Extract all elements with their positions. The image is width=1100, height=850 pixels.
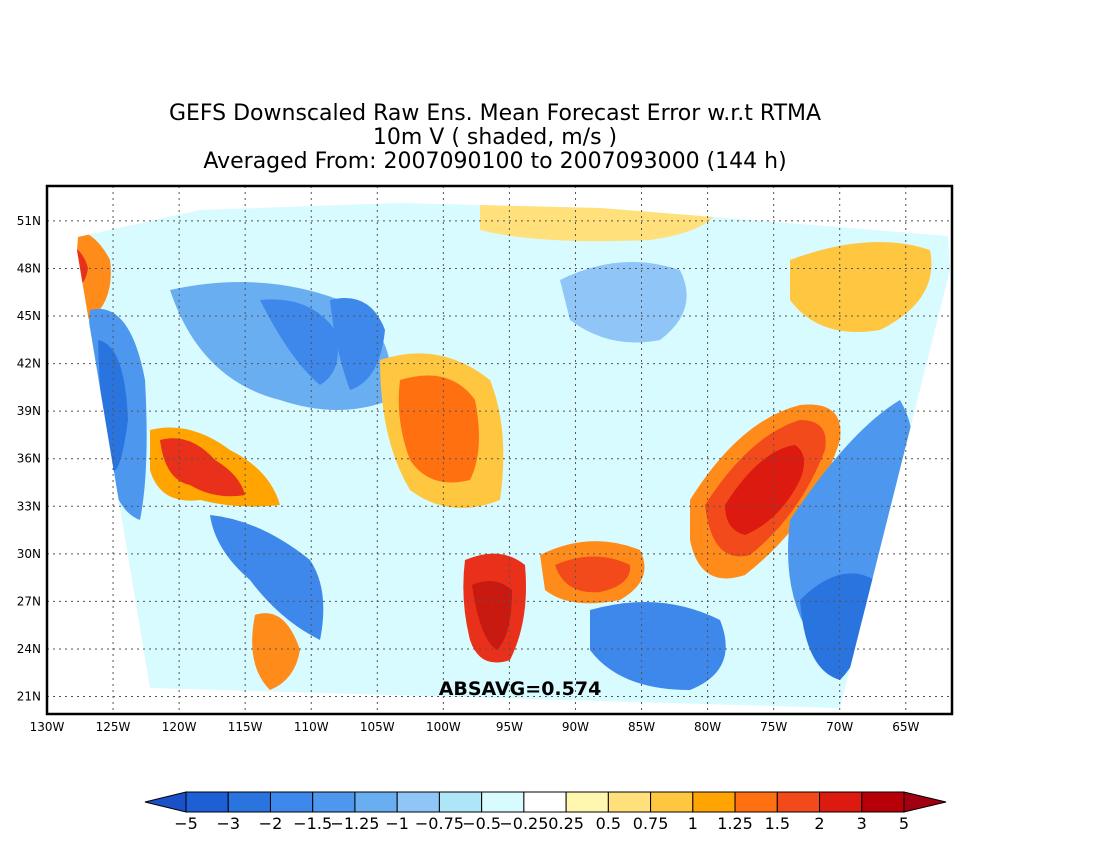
- colorbar-label: 0.75: [633, 814, 669, 833]
- colorbar-swatch: [481, 791, 525, 813]
- lon-tick-label: 80W: [694, 720, 721, 734]
- colorbar-swatch: [185, 791, 229, 813]
- lon-tick-label: 125W: [96, 720, 131, 734]
- colorbar-swatch: [819, 791, 863, 813]
- lat-tick-label: 48N: [17, 261, 41, 275]
- colorbar-label: 1.5: [765, 814, 790, 833]
- field-region-rockies-cool-deep: [330, 298, 385, 390]
- colorbar-label: 1: [688, 814, 698, 833]
- lat-tick-label: 45N: [17, 309, 41, 323]
- field-region-new-england-warm: [790, 242, 932, 332]
- lon-tick-label: 130W: [30, 720, 65, 734]
- lon-tick-label: 85W: [628, 720, 655, 734]
- lon-tick-label: 115W: [228, 720, 263, 734]
- lat-lon-grid: [47, 186, 952, 714]
- colorbar-under-arrow: [144, 791, 187, 813]
- field-region-southwest-core: [160, 438, 245, 497]
- colorbar-label: −0.5: [462, 814, 501, 833]
- longitude-labels: 130W 125W 120W 115W 110W 105W 100W 95W 90W 85W 80W…: [30, 720, 920, 734]
- lat-tick-label: 36N: [17, 452, 41, 466]
- lon-tick-label: 75W: [760, 720, 787, 734]
- lat-tick-label: 42N: [17, 357, 41, 371]
- colorbar-swatch: [227, 791, 271, 813]
- lon-tick-label: 70W: [826, 720, 853, 734]
- colorbar-swatch: [523, 791, 567, 813]
- field-region-caribbean-cool: [590, 602, 726, 690]
- map-frame: [45, 184, 954, 716]
- title-line-3: Averaged From: 2007090100 to 2007093000 …: [203, 149, 787, 174]
- field-region-east-coast-peak: [725, 445, 804, 535]
- lat-tick-label: 21N: [17, 690, 41, 704]
- lat-tick-label: 24N: [17, 642, 41, 656]
- colorbar-swatch: [312, 791, 356, 813]
- colorbar-swatch: [607, 791, 652, 813]
- field-region-canada-warm: [480, 203, 720, 242]
- latitude-labels: 51N 48N 45N 42N 39N 36N 33N 30N 27N 24N 21N: [17, 214, 41, 704]
- colorbar-over-arrow: [903, 791, 947, 813]
- absavg-annotation: ABSAVG=0.574: [439, 678, 602, 700]
- colorbar-label: −1: [385, 814, 409, 833]
- colorbar-swatch: [650, 791, 694, 813]
- colorbar-label: 0.25: [548, 814, 584, 833]
- lon-tick-label: 105W: [360, 720, 395, 734]
- colorbar-label: −5: [174, 814, 198, 833]
- colorbar-label: −1.5: [293, 814, 332, 833]
- colorbar-swatch: [692, 791, 736, 813]
- lon-tick-label: 110W: [294, 720, 329, 734]
- colorbar-swatch: [438, 791, 483, 813]
- lat-tick-label: 39N: [17, 404, 41, 418]
- colorbar-label: −2: [259, 814, 283, 833]
- colorbar-label: −1.25: [330, 814, 379, 833]
- field-region-plains-core: [398, 375, 479, 483]
- colorbar-label: −0.75: [415, 814, 464, 833]
- lon-tick-label: 95W: [496, 720, 523, 734]
- field-region-gulf-core: [555, 556, 631, 593]
- map-field: [47, 186, 952, 714]
- colorbar-label: −3: [216, 814, 240, 833]
- lat-tick-label: 33N: [17, 499, 41, 513]
- colorbar-label: 0.5: [596, 814, 621, 833]
- lon-tick-label: 90W: [562, 720, 589, 734]
- lat-tick-label: 51N: [17, 214, 41, 228]
- field-region-baja-warm: [252, 613, 300, 690]
- field-region-great-lakes-cool: [560, 262, 687, 343]
- lon-tick-label: 100W: [426, 720, 461, 734]
- lon-tick-label: 65W: [892, 720, 919, 734]
- field-region-texas-jet-core: [472, 581, 512, 650]
- colorbar-swatch: [269, 791, 314, 813]
- colorbar-swatch: [565, 791, 609, 813]
- colorbar-label: 2: [814, 814, 824, 833]
- title-line-1: GEFS Downscaled Raw Ens. Mean Forecast E…: [168, 101, 822, 126]
- field-region-mexico-cool: [210, 515, 324, 640]
- colorbar-swatch: [354, 791, 398, 813]
- lat-tick-label: 30N: [17, 547, 41, 561]
- colorbar: −5 −3 −2 −1.5−1.25 −1 −0.75−0.5−0.25 0.25 0.5 0.…: [144, 791, 947, 833]
- colorbar-swatch: [861, 791, 905, 813]
- colorbar-label: 5: [899, 814, 909, 833]
- lat-tick-label: 27N: [17, 594, 41, 608]
- title-line-2: 10m V ( shaded, m/s ): [372, 125, 618, 150]
- colorbar-swatch: [734, 791, 778, 813]
- colorbar-swatch: [396, 791, 440, 813]
- colorbar-swatch: [776, 791, 821, 813]
- colorbar-label: −0.25: [499, 814, 548, 833]
- colorbar-label: 1.25: [717, 814, 753, 833]
- lon-tick-label: 120W: [162, 720, 197, 734]
- colorbar-label: 3: [857, 814, 867, 833]
